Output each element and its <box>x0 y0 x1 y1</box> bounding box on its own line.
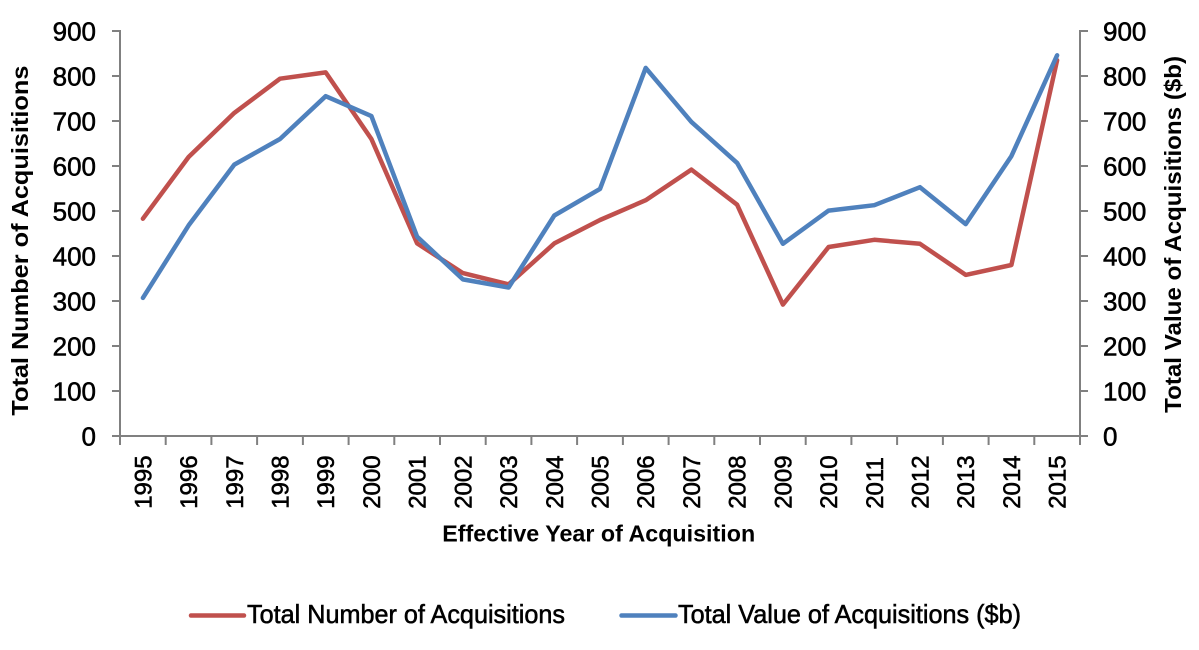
svg-text:2006: 2006 <box>633 455 660 508</box>
svg-text:800: 800 <box>53 61 96 91</box>
svg-text:1997: 1997 <box>222 455 249 508</box>
svg-text:Total Value of Acquisitions ($: Total Value of Acquisitions ($b) <box>678 599 1021 629</box>
svg-text:2005: 2005 <box>588 455 615 508</box>
svg-text:0: 0 <box>1103 421 1117 451</box>
svg-text:2010: 2010 <box>816 455 843 508</box>
svg-text:800: 800 <box>1103 61 1146 91</box>
svg-text:900: 900 <box>1103 16 1146 46</box>
svg-text:2007: 2007 <box>679 455 706 508</box>
svg-text:300: 300 <box>53 286 96 316</box>
svg-text:Total Number of Acquisitions: Total Number of Acquisitions <box>247 599 565 629</box>
svg-text:700: 700 <box>1103 106 1146 136</box>
svg-text:2008: 2008 <box>725 455 752 508</box>
svg-text:1995: 1995 <box>130 455 157 508</box>
svg-text:1996: 1996 <box>176 455 203 508</box>
svg-text:500: 500 <box>53 196 96 226</box>
svg-text:400: 400 <box>1103 241 1146 271</box>
svg-text:Effective Year of Acquisition: Effective Year of Acquisition <box>442 521 755 547</box>
svg-text:2002: 2002 <box>450 455 477 508</box>
svg-text:2000: 2000 <box>359 455 386 508</box>
svg-text:100: 100 <box>1103 376 1146 406</box>
svg-text:600: 600 <box>1103 151 1146 181</box>
svg-text:2004: 2004 <box>542 455 569 508</box>
svg-text:500: 500 <box>1103 196 1146 226</box>
svg-text:2009: 2009 <box>770 455 797 508</box>
svg-text:300: 300 <box>1103 286 1146 316</box>
svg-text:Total Value of Acquisitions ($: Total Value of Acquisitions ($b) <box>1160 56 1186 413</box>
svg-text:100: 100 <box>53 376 96 406</box>
svg-text:2001: 2001 <box>405 455 432 508</box>
svg-text:0: 0 <box>82 421 96 451</box>
svg-text:600: 600 <box>53 151 96 181</box>
svg-text:1998: 1998 <box>268 455 295 508</box>
svg-text:200: 200 <box>53 331 96 361</box>
svg-text:900: 900 <box>53 16 96 46</box>
svg-text:2011: 2011 <box>862 457 889 509</box>
svg-text:700: 700 <box>53 106 96 136</box>
svg-text:2003: 2003 <box>496 455 523 508</box>
svg-text:2013: 2013 <box>953 455 980 508</box>
svg-text:200: 200 <box>1103 331 1146 361</box>
svg-text:2014: 2014 <box>999 455 1026 508</box>
svg-text:400: 400 <box>53 241 96 271</box>
svg-text:2015: 2015 <box>1045 455 1072 508</box>
svg-text:Total Number of Acquisitions: Total Number of Acquisitions <box>7 66 33 416</box>
svg-text:1999: 1999 <box>313 455 340 508</box>
svg-text:2012: 2012 <box>908 455 935 508</box>
